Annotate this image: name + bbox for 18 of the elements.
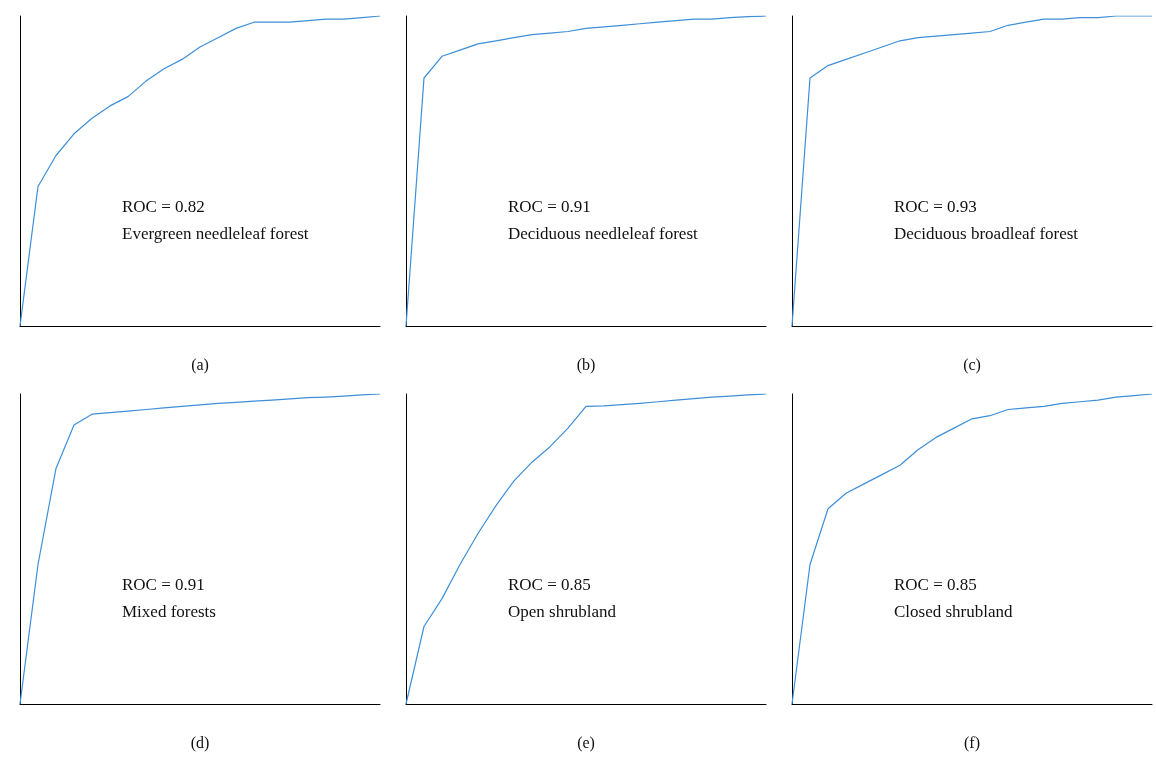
x-axis-title: (b) <box>576 355 596 374</box>
x-axis-title: (d) <box>190 733 210 752</box>
annotation: Deciduous needleleaf forest <box>508 224 699 243</box>
annotation: ROC = 0.93 <box>894 197 977 216</box>
annotation: ROC = 0.82 <box>122 197 205 216</box>
annotation: ROC = 0.91 <box>508 197 591 216</box>
annotation: ROC = 0.85 <box>894 575 977 594</box>
annotation: Evergreen needleleaf forest <box>122 224 309 243</box>
x-axis-title: (c) <box>963 355 981 374</box>
x-axis-title: (f) <box>964 733 980 752</box>
annotation: Closed shrubland <box>894 602 1014 621</box>
x-axis-title: (e) <box>577 733 595 752</box>
annotation: ROC = 0.91 <box>122 575 205 594</box>
x-axis-title: (a) <box>191 355 209 374</box>
annotation: Deciduous broadleaf forest <box>894 224 1079 243</box>
annotation: Open shrubland <box>508 602 617 621</box>
annotation: Mixed forests <box>122 602 216 621</box>
annotation: ROC = 0.85 <box>508 575 591 594</box>
